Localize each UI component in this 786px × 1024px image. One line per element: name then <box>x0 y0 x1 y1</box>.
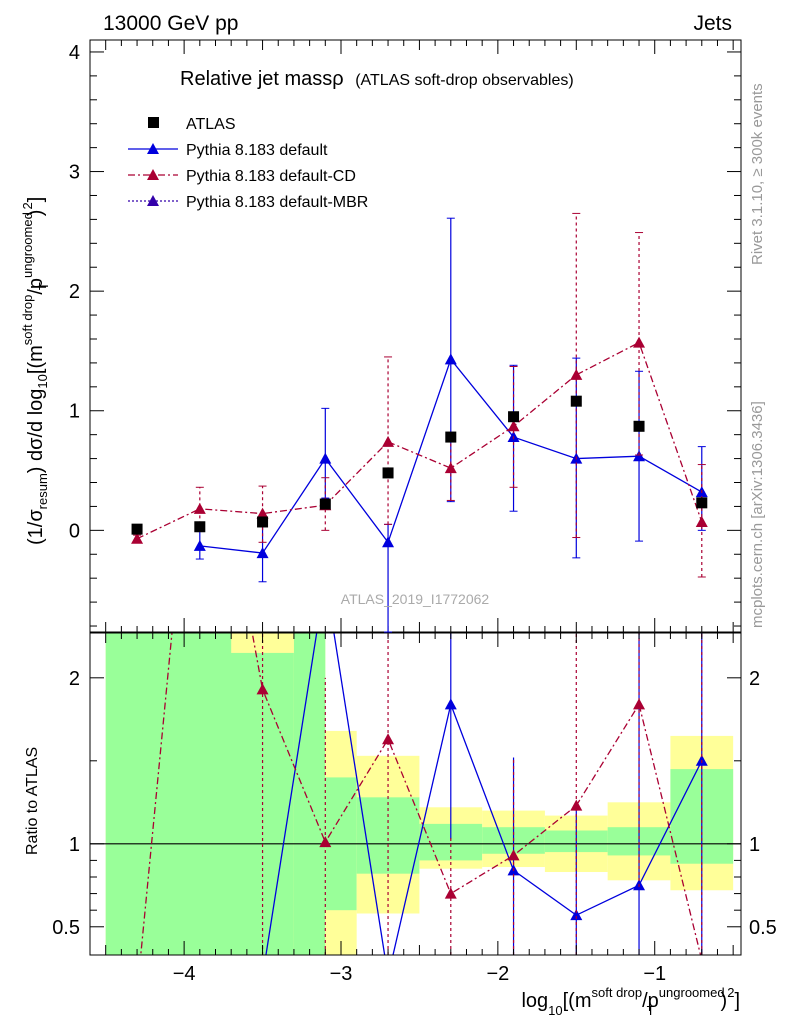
atlas-data-point <box>319 498 331 510</box>
ratio-plot-frame <box>89 632 742 956</box>
ratio-series-marker <box>256 683 269 695</box>
legend-marker <box>147 143 159 154</box>
atlas-data-point <box>257 516 269 528</box>
y-tick-label: 1 <box>69 401 80 423</box>
mcplots-label: mcplots.cern.ch [arXiv:1306.3436] <box>749 401 766 628</box>
ratio-series-line <box>140 633 702 955</box>
legend-label: Pythia 8.183 default-MBR <box>186 194 368 211</box>
series-marker <box>131 532 144 544</box>
legend-marker <box>147 195 159 206</box>
series-marker <box>507 420 520 432</box>
series-marker <box>256 507 269 519</box>
y-tick-label: 0 <box>69 520 80 542</box>
header-right-label: Jets <box>693 12 732 35</box>
main-data-marks <box>131 212 708 633</box>
ratio-y-tick-label-left: 2 <box>69 668 80 690</box>
atlas-data-point <box>194 521 206 533</box>
ratio-y-tick-label-right: 2 <box>749 668 760 690</box>
ratio-series-marker <box>444 698 457 710</box>
ratio-y-tick-label-right: 0.5 <box>749 917 777 939</box>
legend-marker <box>147 169 159 180</box>
series-marker <box>193 539 206 551</box>
ratio-clipped-group <box>140 633 708 955</box>
series-marker <box>193 502 206 514</box>
atlas-data-point <box>633 420 645 432</box>
ratio-series-line <box>265 633 703 955</box>
rivet-label: Rivet 3.1.10, ≥ 300k events <box>749 83 766 265</box>
y-tick-label: 4 <box>69 42 80 64</box>
series-marker <box>633 336 646 348</box>
y-tick-label: 2 <box>69 281 80 303</box>
x-tick-label: −3 <box>330 963 353 985</box>
series-marker <box>570 368 583 380</box>
inner-uncertainty-band <box>293 633 326 955</box>
legend-label: Pythia 8.183 default <box>186 142 328 159</box>
series-marker <box>444 353 457 365</box>
atlas-data-point <box>696 497 708 509</box>
atlas-data-point <box>570 395 582 407</box>
ratio-series-marker <box>382 733 395 745</box>
legend-label: Pythia 8.183 default-CD <box>186 168 356 185</box>
series-marker <box>382 435 395 447</box>
y-axis-label-ratio: Ratio to ATLAS <box>24 747 41 855</box>
ratio-series-marker <box>444 887 457 899</box>
ratio-plot-panel: 0.5 0.5 1 1 2 2 −4 −3 −2 −1 <box>52 632 777 985</box>
series-marker <box>382 536 395 548</box>
ratio-series-marker <box>570 799 583 811</box>
plot-title: Relative jet massρ (ATLAS soft-drop obse… <box>180 68 574 90</box>
y-axis-label-main: (1/σresum) dσ/d log10[(msoft drop/pungro… <box>20 197 51 545</box>
y-tick-label: 3 <box>69 162 80 184</box>
x-tick-label: −4 <box>173 963 196 985</box>
atlas-data-point <box>508 411 520 423</box>
ratio-uncertainty-bands <box>90 633 741 955</box>
series-marker <box>256 547 269 559</box>
legend-label: ATLAS <box>186 116 236 133</box>
ratio-series-marker <box>570 909 583 921</box>
ratio-y-tick-label-left: 0.5 <box>52 917 80 939</box>
plot-title-sub: (ATLAS soft-drop observables) <box>355 72 573 89</box>
ratio-series-marker <box>319 836 332 848</box>
ratio-data-marks <box>140 633 708 955</box>
x-tick-label: −2 <box>486 963 509 985</box>
series-marker <box>633 450 646 462</box>
series-marker <box>319 452 332 464</box>
main-plot-panel: 0 1 2 3 4 Relative jet massρ (ATLAS soft-dro… <box>69 39 742 633</box>
header-left-label: 13000 GeV pp <box>103 12 238 35</box>
x-axis-label: log10[(msoft drop/pungroomed T)2] <box>521 985 740 1018</box>
inner-uncertainty-band <box>105 633 294 955</box>
atlas-data-point <box>131 523 143 535</box>
watermark-label: ATLAS_2019_I1772062 <box>341 591 490 607</box>
plot-title-main: Relative jet massρ <box>180 68 344 90</box>
main-plot-frame <box>89 39 742 633</box>
series-marker <box>444 462 457 474</box>
atlas-data-point <box>382 467 394 479</box>
atlas-data-point <box>445 431 457 443</box>
legend: ATLAS Pythia 8.183 default Pythia 8.183 de… <box>128 116 368 211</box>
legend-atlas-marker <box>148 117 159 128</box>
ratio-series-marker <box>507 849 520 861</box>
x-tick-label: −1 <box>643 963 666 985</box>
ratio-series-marker <box>633 698 646 710</box>
ratio-y-tick-label-left: 1 <box>69 834 80 856</box>
series-marker <box>695 515 708 527</box>
main-axis-ticks: 0 1 2 3 4 <box>69 40 741 632</box>
series-line <box>136 341 703 540</box>
ratio-axis-ticks: 0.5 0.5 1 1 2 2 −4 −3 −2 −1 <box>52 633 777 985</box>
ratio-y-tick-label-right: 1 <box>749 834 760 856</box>
